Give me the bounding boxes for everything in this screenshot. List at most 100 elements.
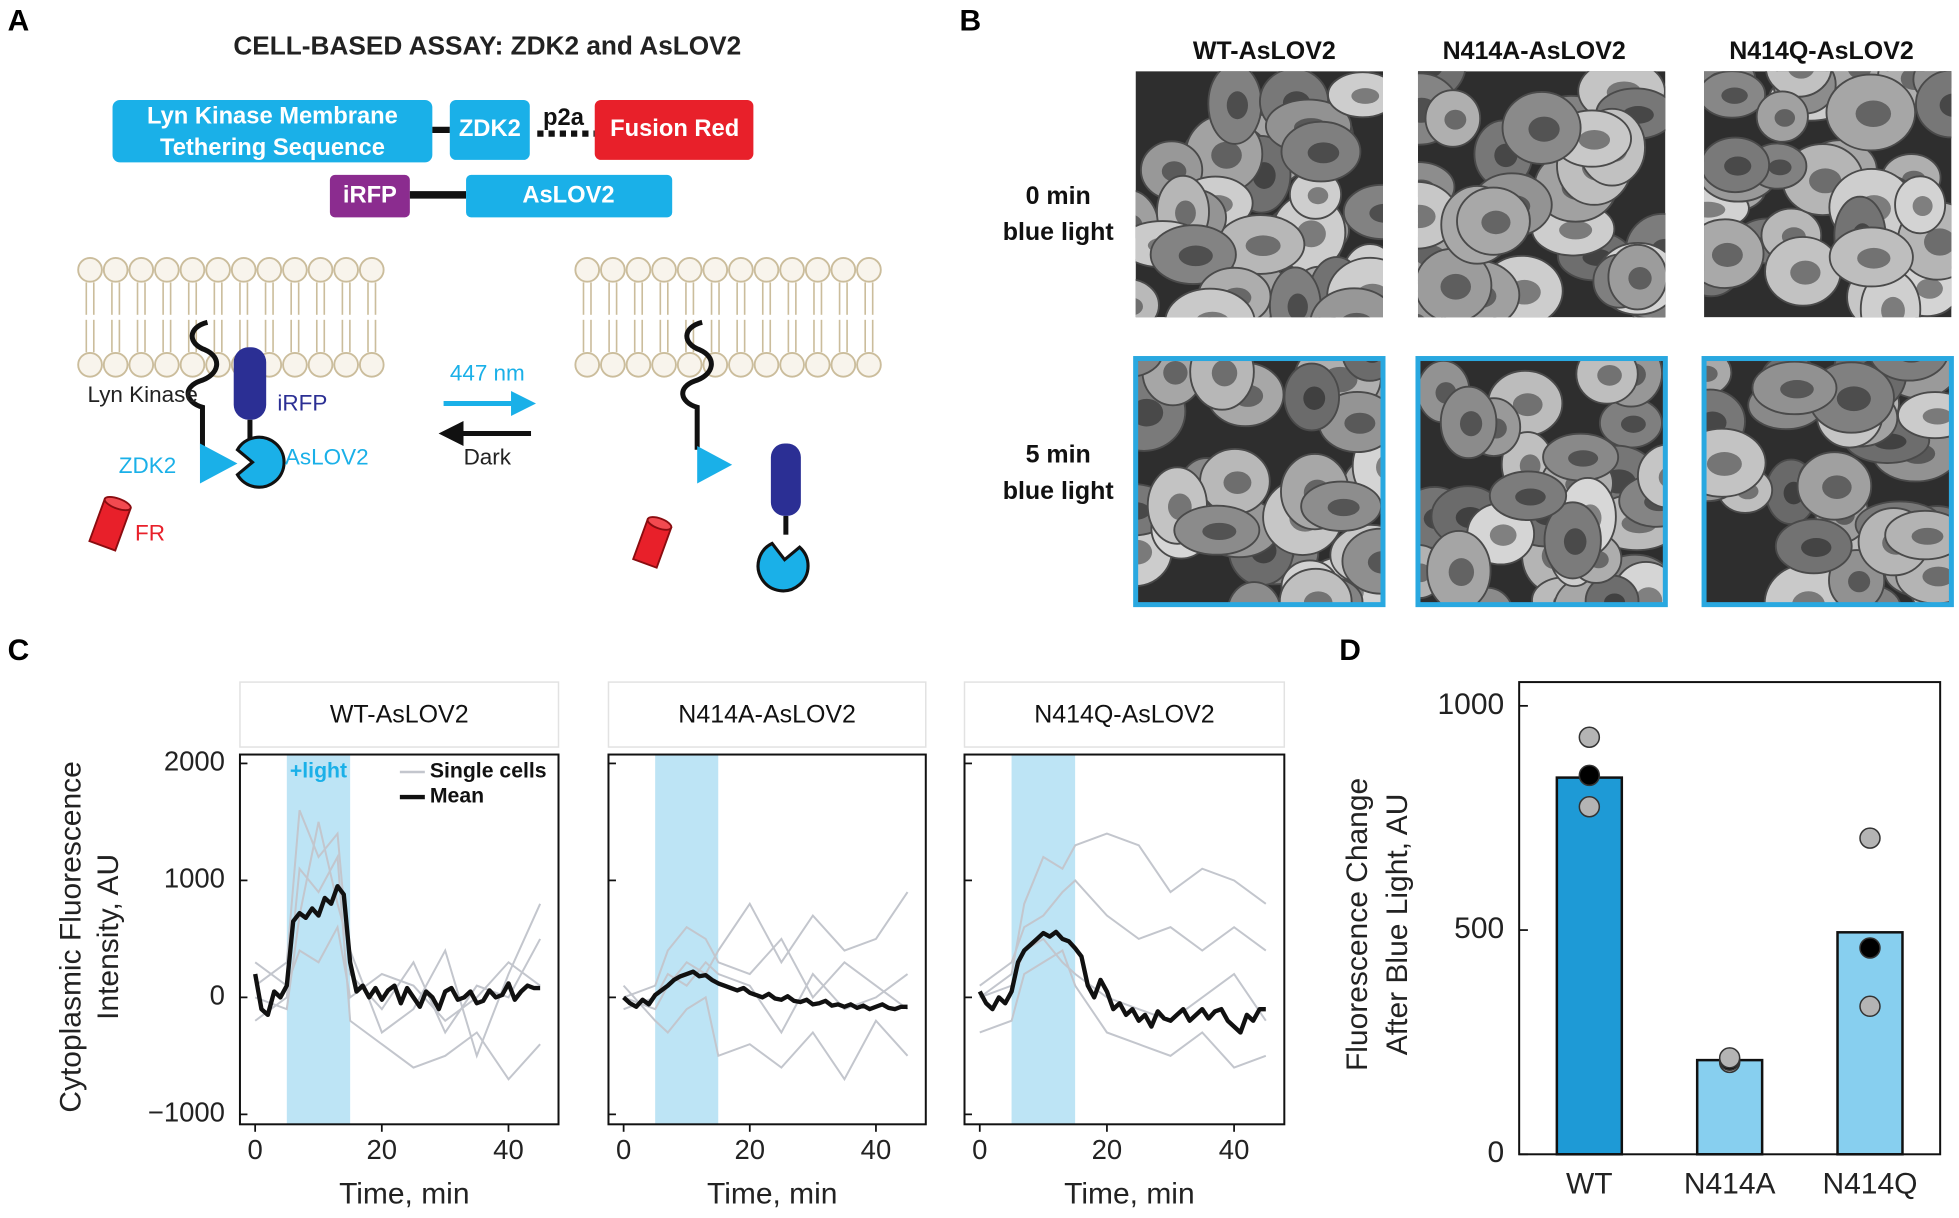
cell [1915, 71, 1952, 139]
cell [1135, 358, 1163, 378]
nucleus [1135, 502, 1151, 520]
lipid-head [753, 257, 780, 283]
x-tick-label: 20 [735, 1134, 766, 1165]
nucleus [1376, 455, 1384, 480]
y-tick-label: 1000 [1438, 688, 1505, 721]
nucleus [1307, 187, 1329, 205]
y-axis-label: Fluorescence Change [1341, 778, 1374, 1071]
irfp-label: iRFP [277, 391, 327, 416]
nucleus [1836, 386, 1871, 412]
nucleus [1351, 88, 1380, 104]
x-tick-label: N414Q [1823, 1167, 1918, 1200]
nucleus [1809, 168, 1842, 194]
light-band [655, 754, 719, 1125]
nucleus [1768, 159, 1792, 176]
lipid-head [728, 257, 754, 283]
nucleus [1857, 247, 1891, 269]
light-frame [1415, 356, 1668, 608]
nucleus [1367, 551, 1384, 574]
irfp-shape [770, 443, 801, 516]
x-tick-label: 40 [861, 1134, 892, 1165]
lipid-head [753, 351, 780, 378]
x-tick-label: 0 [972, 1134, 987, 1165]
y-tick-label: 1000 [164, 863, 225, 894]
lipid-head [676, 351, 703, 378]
nucleus [1721, 87, 1748, 104]
nucleus [1489, 524, 1517, 546]
lipid-head [600, 351, 626, 378]
lipid-head [676, 257, 703, 283]
cell [1636, 443, 1666, 509]
micrograph [1415, 356, 1668, 608]
single-cell-trace [623, 925, 909, 1010]
nucleus [1459, 411, 1483, 437]
bar [1555, 776, 1624, 1156]
zdk2-shape [697, 445, 733, 484]
lipid-head [728, 351, 754, 378]
nucleus [1512, 393, 1543, 417]
replicate-point [1578, 764, 1601, 787]
membranes [77, 257, 882, 378]
irfp-box [329, 174, 410, 218]
nucleus [1855, 100, 1892, 128]
micrograph-content [1135, 71, 1384, 318]
mean-line [253, 884, 541, 1018]
nucleus [1303, 591, 1333, 605]
y-axis-label: Intensity, AU [92, 854, 125, 1020]
nucleus [1211, 141, 1242, 169]
p2a-label: p2a [543, 105, 585, 131]
micrograph-content [1417, 358, 1666, 605]
strip-title: WT-AsLOV2 [330, 700, 469, 728]
aslov2-label: AsLOV2 [522, 182, 614, 208]
aslov2-box [466, 174, 673, 218]
cell [1342, 183, 1384, 241]
aslov2-shape [235, 435, 286, 489]
mean-line [622, 969, 908, 1012]
light-label: 447 nm [450, 361, 525, 386]
row-label: blue light [1003, 477, 1115, 505]
nucleus [1848, 570, 1871, 593]
lipid-head [77, 257, 103, 283]
nucleus [1597, 364, 1622, 386]
tether-label: Lyn Kinase Membrane [147, 104, 398, 130]
micrograph-content [1135, 358, 1384, 605]
lipid-head [625, 257, 652, 283]
micrograph [1417, 71, 1666, 318]
nucleus [1481, 210, 1511, 235]
nucleus [1515, 488, 1546, 506]
lipid-head [102, 351, 129, 378]
nucleus [1223, 471, 1252, 494]
strip-title: N414Q-AsLOV2 [1034, 700, 1214, 728]
nucleus [1369, 203, 1384, 223]
micrograph [1701, 356, 1954, 608]
lipid-head [804, 257, 831, 283]
nucleus [1706, 452, 1742, 476]
nucleus [1658, 467, 1666, 488]
lipid-head [102, 257, 129, 283]
annotation: +light [290, 760, 347, 783]
x-tick-label: N414A [1684, 1167, 1776, 1200]
lipid-head [779, 351, 805, 378]
x-tick-label: 40 [1219, 1134, 1250, 1165]
lipid-head [856, 257, 882, 283]
nucleus [1197, 311, 1228, 318]
nucleus [1287, 293, 1308, 318]
fr-shape [631, 516, 673, 569]
y-tick-label: 0 [1488, 1136, 1505, 1169]
lipid-head [128, 351, 155, 378]
nucleus [1620, 415, 1646, 433]
nucleus [1135, 398, 1164, 427]
cell [1164, 287, 1256, 318]
micrograph-content [1704, 358, 1952, 605]
nucleus [1801, 538, 1832, 557]
nucleus [1245, 235, 1281, 257]
lipid-head [651, 351, 677, 378]
strip-title: N414A-AsLOV2 [678, 700, 856, 728]
nucleus [1559, 220, 1593, 240]
nucleus [1780, 379, 1814, 399]
lipid-head [179, 257, 206, 283]
nucleus [1303, 386, 1326, 410]
nucleus [1704, 201, 1726, 218]
legend-label: Mean [430, 785, 484, 808]
